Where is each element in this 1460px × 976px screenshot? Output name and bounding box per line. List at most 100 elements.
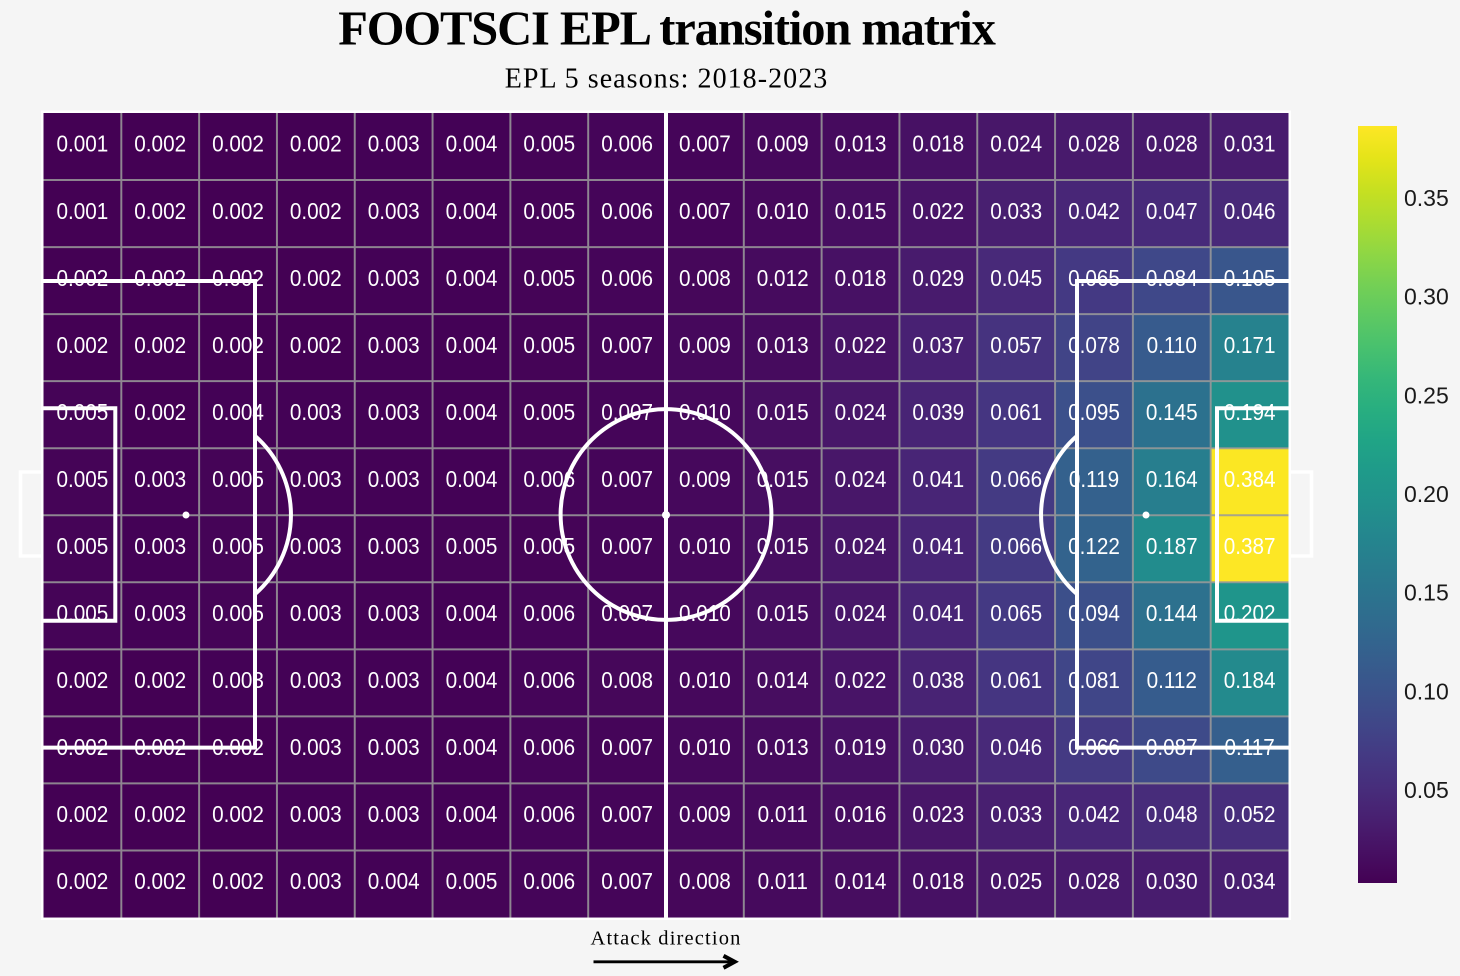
svg-text:0.005: 0.005 [523, 265, 575, 291]
svg-text:0.012: 0.012 [757, 265, 809, 291]
svg-text:0.004: 0.004 [446, 265, 498, 291]
svg-text:0.013: 0.013 [757, 734, 809, 760]
svg-text:0.041: 0.041 [912, 533, 964, 559]
svg-text:0.042: 0.042 [1068, 801, 1120, 827]
svg-text:0.003: 0.003 [134, 533, 186, 559]
svg-text:0.041: 0.041 [912, 600, 964, 626]
svg-text:0.018: 0.018 [912, 868, 964, 894]
svg-text:0.002: 0.002 [134, 131, 186, 157]
svg-text:0.024: 0.024 [990, 131, 1042, 157]
svg-text:0.003: 0.003 [290, 533, 342, 559]
svg-text:0.008: 0.008 [679, 265, 731, 291]
svg-text:0.029: 0.029 [912, 265, 964, 291]
svg-text:0.005: 0.005 [57, 533, 109, 559]
svg-text:0.003: 0.003 [368, 399, 420, 425]
svg-text:0.003: 0.003 [368, 265, 420, 291]
svg-text:0.003: 0.003 [368, 466, 420, 492]
svg-text:0.024: 0.024 [835, 600, 887, 626]
svg-text:0.001: 0.001 [57, 198, 109, 224]
svg-text:0.004: 0.004 [446, 332, 498, 358]
svg-text:0.018: 0.018 [835, 265, 887, 291]
svg-text:0.003: 0.003 [368, 801, 420, 827]
svg-text:0.011: 0.011 [758, 801, 808, 827]
svg-text:0.015: 0.015 [757, 399, 809, 425]
svg-text:0.003: 0.003 [368, 667, 420, 693]
svg-text:0.003: 0.003 [368, 198, 420, 224]
svg-text:0.006: 0.006 [601, 265, 653, 291]
svg-text:0.003: 0.003 [290, 399, 342, 425]
svg-text:0.387: 0.387 [1224, 533, 1276, 559]
svg-text:0.014: 0.014 [835, 868, 887, 894]
svg-text:0.05: 0.05 [1404, 777, 1449, 803]
svg-text:0.028: 0.028 [1068, 868, 1120, 894]
svg-text:0.066: 0.066 [990, 466, 1042, 492]
svg-text:0.105: 0.105 [1224, 265, 1276, 291]
svg-text:0.004: 0.004 [446, 466, 498, 492]
svg-text:0.015: 0.015 [835, 198, 887, 224]
svg-text:0.010: 0.010 [679, 533, 731, 559]
svg-text:0.110: 0.110 [1147, 332, 1197, 358]
svg-text:0.038: 0.038 [912, 667, 964, 693]
svg-text:0.007: 0.007 [601, 466, 653, 492]
svg-text:0.002: 0.002 [212, 801, 264, 827]
svg-text:0.008: 0.008 [679, 868, 731, 894]
svg-text:0.003: 0.003 [290, 466, 342, 492]
svg-text:0.004: 0.004 [368, 868, 420, 894]
svg-text:0.003: 0.003 [290, 801, 342, 827]
svg-text:0.025: 0.025 [990, 868, 1042, 894]
svg-text:0.184: 0.184 [1224, 667, 1276, 693]
svg-text:0.002: 0.002 [290, 131, 342, 157]
svg-text:0.013: 0.013 [835, 131, 887, 157]
svg-text:0.010: 0.010 [679, 734, 731, 760]
svg-text:0.010: 0.010 [757, 198, 809, 224]
svg-text:0.194: 0.194 [1224, 399, 1276, 425]
svg-text:0.002: 0.002 [57, 868, 109, 894]
svg-text:0.164: 0.164 [1146, 466, 1198, 492]
svg-text:0.144: 0.144 [1146, 600, 1198, 626]
svg-text:0.003: 0.003 [368, 332, 420, 358]
svg-text:0.009: 0.009 [679, 801, 731, 827]
svg-text:0.046: 0.046 [990, 734, 1042, 760]
svg-text:0.25: 0.25 [1404, 382, 1449, 408]
svg-text:0.039: 0.039 [912, 399, 964, 425]
svg-text:0.004: 0.004 [446, 667, 498, 693]
svg-text:0.002: 0.002 [290, 332, 342, 358]
svg-text:0.009: 0.009 [757, 131, 809, 157]
svg-text:0.145: 0.145 [1146, 399, 1198, 425]
svg-text:0.022: 0.022 [835, 667, 887, 693]
svg-text:0.003: 0.003 [134, 600, 186, 626]
svg-text:0.005: 0.005 [523, 131, 575, 157]
svg-text:0.002: 0.002 [57, 332, 109, 358]
svg-text:0.006: 0.006 [523, 600, 575, 626]
svg-text:0.20: 0.20 [1404, 481, 1449, 507]
svg-text:0.030: 0.030 [1146, 868, 1198, 894]
svg-text:0.016: 0.016 [835, 801, 887, 827]
svg-text:0.022: 0.022 [912, 198, 964, 224]
svg-text:EPL 5 seasons: 2018-2023: EPL 5 seasons: 2018-2023 [505, 64, 829, 95]
svg-text:0.047: 0.047 [1146, 198, 1198, 224]
svg-text:0.006: 0.006 [601, 131, 653, 157]
svg-text:0.002: 0.002 [134, 801, 186, 827]
svg-text:0.041: 0.041 [912, 466, 964, 492]
svg-text:0.033: 0.033 [990, 801, 1042, 827]
svg-text:0.007: 0.007 [601, 734, 653, 760]
svg-text:0.003: 0.003 [368, 131, 420, 157]
svg-text:0.15: 0.15 [1404, 580, 1449, 606]
svg-text:0.003: 0.003 [290, 667, 342, 693]
svg-text:0.006: 0.006 [523, 801, 575, 827]
svg-text:0.003: 0.003 [134, 466, 186, 492]
svg-text:0.015: 0.015 [757, 600, 809, 626]
svg-text:0.002: 0.002 [290, 198, 342, 224]
svg-text:0.028: 0.028 [1146, 131, 1198, 157]
svg-text:0.002: 0.002 [212, 198, 264, 224]
svg-text:Attack direction: Attack direction [590, 928, 741, 950]
svg-text:0.066: 0.066 [990, 533, 1042, 559]
svg-text:0.037: 0.037 [912, 332, 964, 358]
svg-text:0.112: 0.112 [1147, 667, 1197, 693]
svg-text:0.002: 0.002 [134, 332, 186, 358]
svg-text:0.30: 0.30 [1404, 284, 1449, 310]
svg-text:0.003: 0.003 [290, 600, 342, 626]
svg-text:0.002: 0.002 [134, 667, 186, 693]
svg-text:0.002: 0.002 [212, 868, 264, 894]
svg-text:0.007: 0.007 [601, 533, 653, 559]
